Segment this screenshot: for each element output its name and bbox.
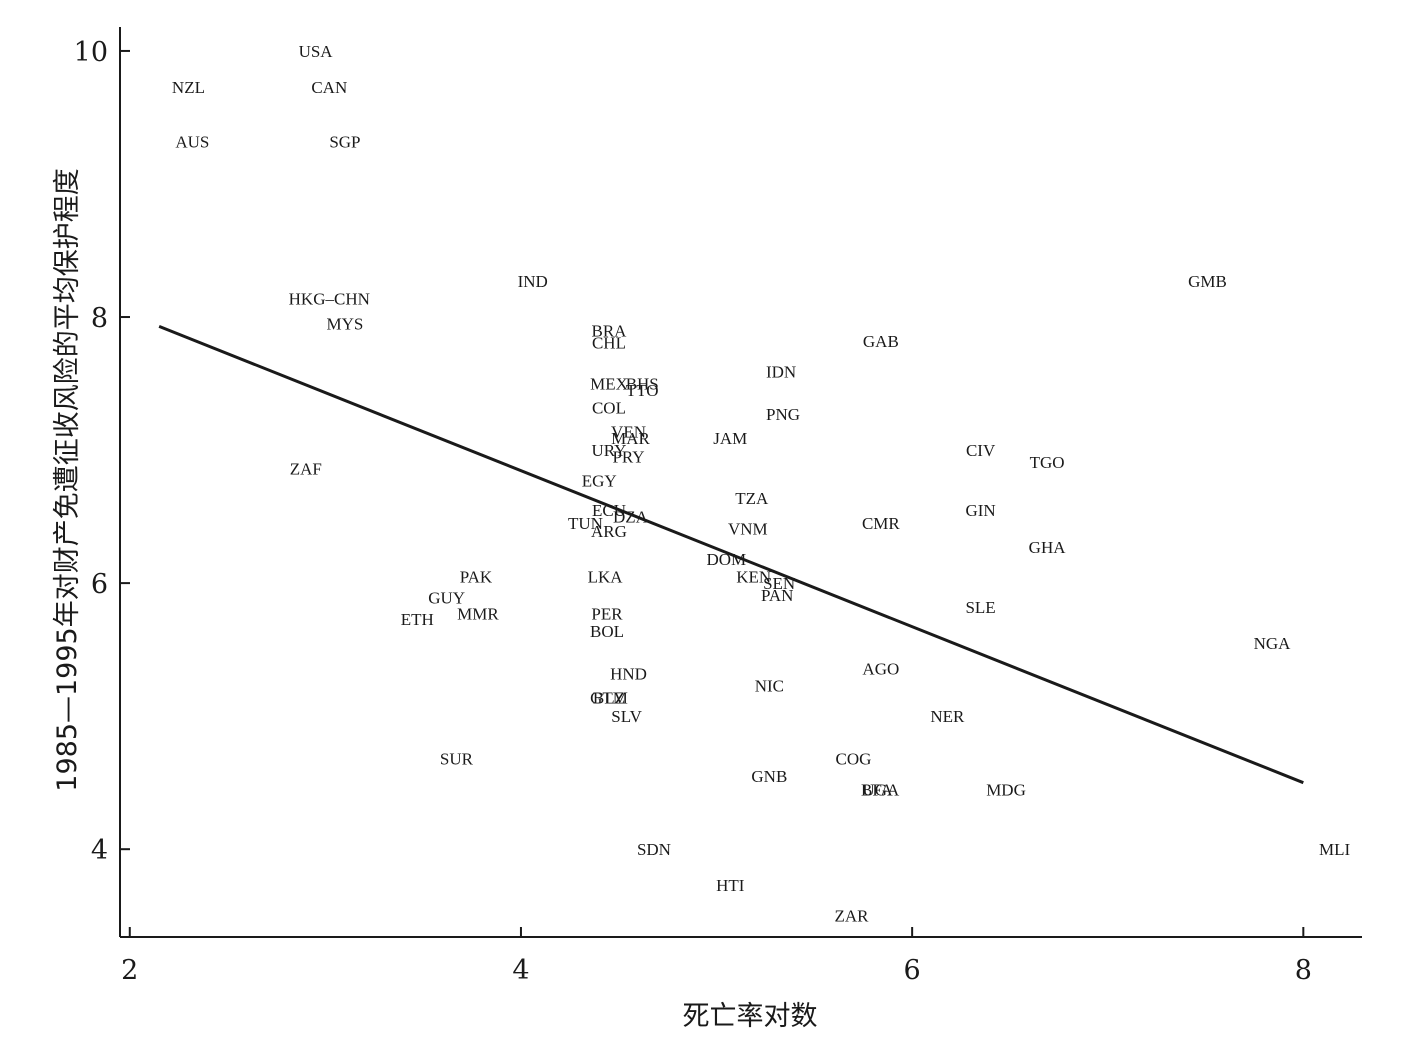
point-label: TZA	[735, 489, 769, 508]
point-label: COG	[836, 750, 872, 769]
point-label: TUN	[568, 514, 603, 533]
point-label: MDG	[986, 780, 1026, 799]
point-label: ECU	[592, 501, 626, 520]
point-label: USA	[299, 42, 334, 61]
point-label: IND	[518, 272, 548, 291]
point-label: HTI	[716, 876, 745, 895]
point-label: BLZ	[593, 689, 625, 708]
x-tick-label: 4	[512, 955, 529, 986]
point-label: VEN	[611, 422, 646, 441]
point-label: GHA	[1029, 538, 1067, 557]
x-axis-title: 死亡率对数	[683, 1001, 818, 1032]
point-label: URY	[591, 441, 626, 460]
point-label: GUY	[428, 589, 465, 608]
point-label: CHL	[592, 333, 626, 352]
x-tick-label: 8	[1295, 955, 1312, 986]
point-label: ZAR	[835, 907, 870, 926]
point-label: NIC	[755, 677, 784, 696]
x-tick-label: 6	[904, 955, 921, 986]
point-label: ETH	[401, 610, 434, 629]
point-label: HKG–CHN	[289, 289, 370, 308]
point-label: BRA	[591, 321, 627, 340]
point-label: DZA	[613, 508, 649, 527]
point-label: SEN	[763, 574, 795, 593]
point-label: EGY	[582, 472, 617, 491]
point-label: CIV	[966, 441, 996, 460]
point-label: AUS	[175, 132, 209, 151]
point-label: AGO	[862, 659, 899, 678]
point-label: HND	[610, 665, 647, 684]
point-label: SDN	[637, 840, 671, 859]
point-label: PNG	[766, 405, 800, 424]
point-label: SGP	[329, 132, 360, 151]
point-label: UGA	[862, 780, 900, 799]
point-label: IDN	[766, 363, 796, 382]
y-tick-label: 10	[74, 37, 108, 68]
point-label: PER	[591, 605, 623, 624]
x-tick-label: 2	[121, 955, 138, 986]
point-label: ARG	[591, 522, 627, 541]
point-label: KEN	[736, 567, 771, 586]
point-label: GMB	[1188, 272, 1227, 291]
fit-line-group	[158, 324, 1304, 785]
point-label: GTM	[590, 689, 628, 708]
point-label: CMR	[862, 514, 900, 533]
y-tick-label: 6	[91, 569, 108, 600]
point-label: SLV	[611, 707, 642, 726]
point-label: COL	[592, 398, 626, 417]
y-tick-label: 4	[91, 835, 108, 866]
point-label: ZAF	[290, 460, 322, 479]
point-label: BHS	[626, 375, 659, 394]
point-label: LKA	[588, 567, 624, 586]
point-label: VNM	[728, 520, 768, 539]
point-label: DOM	[706, 550, 746, 569]
point-label: NER	[930, 707, 965, 726]
point-label: BOL	[590, 622, 624, 641]
point-label: PRY	[612, 448, 644, 467]
point-label: MAR	[611, 429, 650, 448]
y-axis-title: 1985—1995年对财产免遭征收风险的平均保护程度	[52, 168, 83, 791]
point-label: NGA	[1254, 634, 1292, 653]
point-label: MMR	[457, 605, 499, 624]
point-label: MEX	[590, 375, 628, 394]
point-label: TTO	[626, 381, 659, 400]
regression-line	[158, 324, 1304, 785]
point-label: PAK	[460, 567, 493, 586]
y-tick-label: 8	[91, 303, 108, 334]
point-label: TGO	[1030, 453, 1065, 472]
point-label: SUR	[440, 750, 474, 769]
point-label: JAM	[713, 429, 747, 448]
point-label: SLE	[965, 598, 995, 617]
point-label: GAB	[863, 332, 899, 351]
chart-axes: 2 4 6 8 4 6 8 10	[74, 27, 1362, 986]
point-label: BFA	[861, 780, 894, 799]
point-label: GIN	[965, 501, 995, 520]
point-label: GNB	[751, 767, 787, 786]
point-label: PAN	[761, 586, 793, 605]
point-label: CAN	[311, 78, 347, 97]
point-label: MLI	[1319, 840, 1351, 859]
point-label: NZL	[172, 78, 205, 97]
point-label: MYS	[326, 315, 363, 334]
